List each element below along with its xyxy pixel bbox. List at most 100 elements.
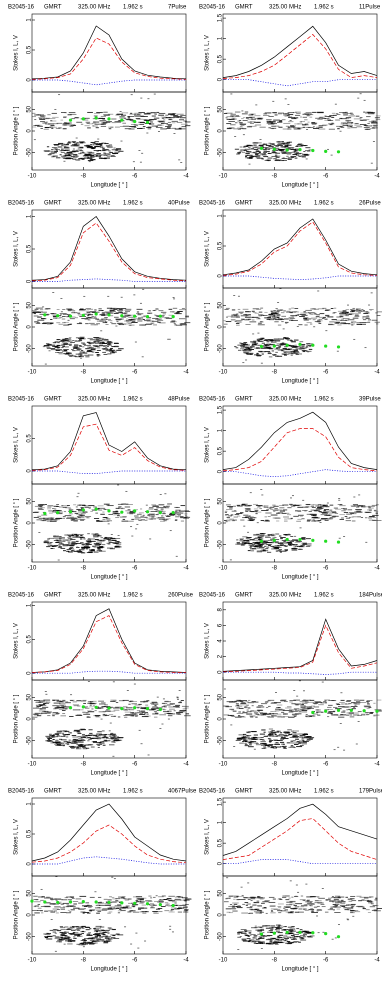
- histogram-cell: [89, 323, 95, 324]
- histogram-cell: [76, 350, 80, 351]
- histogram-cell: [317, 909, 321, 910]
- histogram-cell: [112, 898, 117, 899]
- histogram-cell: [312, 507, 316, 508]
- histogram-cell: [106, 738, 109, 739]
- histogram-cell: [87, 157, 92, 158]
- histogram-cell: [175, 510, 180, 511]
- histogram-cell: [307, 739, 313, 740]
- histogram-cell: [179, 323, 185, 324]
- histogram-cell: [248, 164, 250, 165]
- histogram-cell: [75, 317, 78, 318]
- histogram-cell: [76, 547, 78, 548]
- histogram-cell: [279, 346, 281, 347]
- y-axis-label: Stokes I, L, V: [14, 427, 20, 463]
- pa-point: [133, 120, 136, 123]
- histogram-cell: [43, 346, 45, 347]
- histogram-cell: [159, 310, 164, 311]
- histogram-cell: [99, 711, 103, 712]
- histogram-cell: [80, 520, 84, 521]
- histogram-cell: [285, 113, 289, 114]
- histogram-cell: [329, 115, 333, 116]
- histogram-cell: [255, 714, 257, 715]
- histogram-cell: [258, 324, 265, 325]
- histogram-cell: [334, 899, 339, 900]
- histogram-cell: [316, 127, 322, 128]
- histogram-cell: [87, 351, 93, 352]
- histogram-cell: [248, 731, 252, 732]
- histogram-cell: [175, 516, 179, 517]
- histogram-cell: [130, 714, 136, 715]
- histogram-cell: [337, 747, 339, 748]
- histogram-cell: [156, 514, 159, 515]
- header-title: B2045-16: [199, 397, 226, 403]
- histogram-cell: [308, 122, 310, 123]
- histogram-cell: [295, 704, 298, 705]
- histogram-cell: [242, 504, 245, 505]
- histogram-cell: [257, 118, 262, 119]
- histogram-cell: [169, 309, 173, 310]
- histogram-cell: [323, 505, 326, 506]
- histogram-cell: [283, 747, 285, 748]
- histogram-cell: [73, 142, 77, 143]
- histogram-cell: [327, 316, 333, 317]
- x-tick-label: -8: [272, 566, 278, 572]
- histogram-cell: [250, 547, 252, 548]
- histogram-cell: [309, 313, 311, 314]
- histogram-cell: [248, 899, 251, 900]
- stokes-line: [223, 80, 377, 86]
- histogram-cell: [113, 938, 119, 939]
- histogram-cell: [105, 153, 111, 154]
- histogram-cell: [375, 117, 380, 118]
- pa-point: [172, 904, 175, 907]
- histogram-cell: [158, 896, 164, 897]
- histogram-cell: [334, 912, 340, 913]
- histogram-cell: [81, 124, 83, 125]
- histogram-cell: [233, 899, 235, 900]
- histogram-cell: [76, 747, 80, 748]
- histogram-cell: [289, 904, 295, 905]
- histogram-cell: [94, 547, 96, 548]
- histogram-cell: [76, 898, 82, 899]
- x-tick-label: -6: [323, 174, 329, 180]
- histogram-cell: [127, 690, 129, 691]
- x-axis-label: Longitude [ ° ]: [90, 183, 127, 189]
- histogram-cell: [353, 311, 355, 312]
- histogram-cell: [290, 340, 293, 341]
- histogram-cell: [300, 735, 306, 736]
- histogram-cell: [67, 157, 72, 158]
- histogram-cell: [277, 735, 280, 736]
- histogram-cell: [290, 120, 292, 121]
- histogram-cell: [114, 710, 120, 711]
- histogram-cell: [305, 702, 308, 703]
- histogram-cell: [63, 128, 66, 129]
- histogram-cell: [88, 538, 91, 539]
- histogram-cell: [268, 317, 271, 318]
- histogram-cell: [50, 542, 53, 543]
- histogram-cell: [176, 697, 178, 698]
- histogram-cell: [88, 552, 92, 553]
- histogram-cell: [327, 518, 331, 519]
- x-tick-label: -4: [374, 174, 380, 180]
- histogram-cell: [54, 152, 57, 153]
- histogram-cell: [234, 904, 237, 905]
- histogram-cell: [55, 876, 57, 877]
- histogram-cell: [109, 911, 113, 912]
- histogram-cell: [271, 515, 278, 516]
- histogram-cell: [57, 940, 62, 941]
- histogram-cell: [295, 903, 302, 904]
- histogram-cell: [240, 128, 243, 129]
- histogram-cell: [240, 538, 244, 539]
- histogram-cell: [249, 511, 254, 512]
- histogram-cell: [86, 145, 90, 146]
- histogram-cell: [274, 339, 279, 340]
- histogram-cell: [111, 534, 113, 535]
- histogram-cell: [97, 535, 101, 536]
- x-tick-label: -8: [272, 370, 278, 376]
- histogram-cell: [42, 312, 47, 313]
- histogram-cell: [335, 896, 340, 897]
- histogram-cell: [360, 702, 366, 703]
- histogram-cell: [290, 156, 296, 157]
- histogram-cell: [87, 152, 92, 153]
- histogram-cell: [169, 514, 175, 515]
- histogram-cell: [167, 898, 172, 899]
